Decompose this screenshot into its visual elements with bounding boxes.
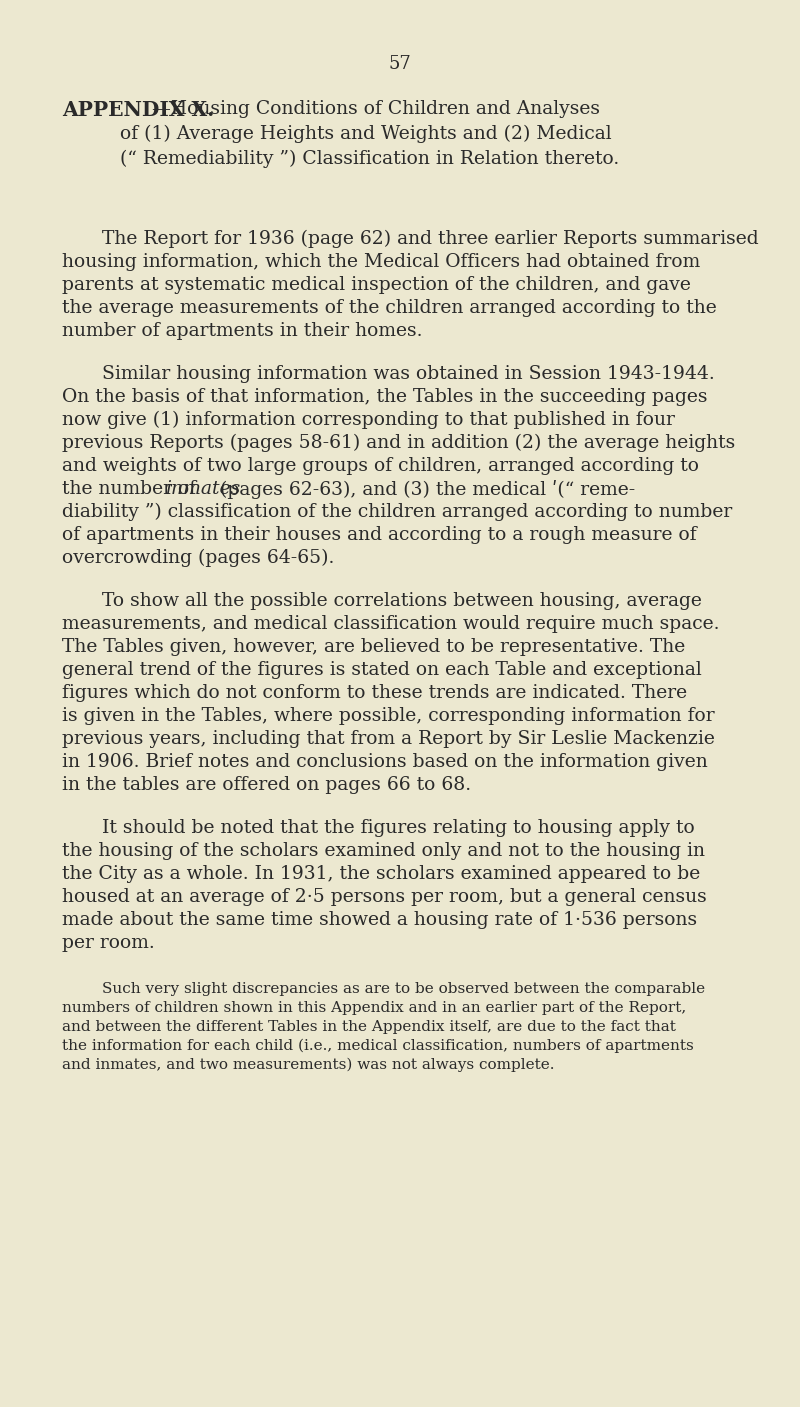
Text: in 1906. Brief notes and conclusions based on the information given: in 1906. Brief notes and conclusions bas… [62, 753, 708, 771]
Text: the number of: the number of [62, 480, 202, 498]
Text: To show all the possible correlations between housing, average: To show all the possible correlations be… [102, 592, 702, 611]
Text: numbers of children shown in this Appendix and in an earlier part of the Report,: numbers of children shown in this Append… [62, 1000, 686, 1014]
Text: general trend of the figures is stated on each Table and exceptional: general trend of the figures is stated o… [62, 661, 702, 680]
Text: number of apartments in their homes.: number of apartments in their homes. [62, 322, 422, 340]
Text: previous years, including that from a Report by Sir Leslie Mackenzie: previous years, including that from a Re… [62, 730, 715, 749]
Text: Similar housing information was obtained in Session 1943-1944.: Similar housing information was obtained… [102, 364, 714, 383]
Text: is given in the Tables, where possible, corresponding information for: is given in the Tables, where possible, … [62, 706, 714, 725]
Text: (pages 62-63), and (3) the medical ʹ(“ reme-: (pages 62-63), and (3) the medical ʹ(“ r… [214, 480, 635, 499]
Text: The Report for 1936 (page 62) and three earlier Reports summarised: The Report for 1936 (page 62) and three … [102, 229, 758, 248]
Text: On the basis of that information, the Tables in the succeeding pages: On the basis of that information, the Ta… [62, 388, 707, 407]
Text: The Tables given, however, are believed to be representative. The: The Tables given, however, are believed … [62, 637, 686, 656]
Text: in the tables are offered on pages 66 to 68.: in the tables are offered on pages 66 to… [62, 777, 471, 794]
Text: —Housing Conditions of Children and Analyses: —Housing Conditions of Children and Anal… [152, 100, 600, 118]
Text: measurements, and medical classification would require much space.: measurements, and medical classification… [62, 615, 719, 633]
Text: inmates: inmates [165, 480, 240, 498]
Text: and between the different Tables in the Appendix itself, are due to the fact tha: and between the different Tables in the … [62, 1020, 676, 1034]
Text: housing information, which the Medical Officers had obtained from: housing information, which the Medical O… [62, 253, 700, 272]
Text: the average measurements of the children arranged according to the: the average measurements of the children… [62, 300, 717, 317]
Text: of (1) Average Heights and Weights and (2) Medical: of (1) Average Heights and Weights and (… [120, 125, 612, 144]
Text: and weights of two large groups of children, arranged according to: and weights of two large groups of child… [62, 457, 699, 476]
Text: Such very slight discrepancies as are to be observed between the comparable: Such very slight discrepancies as are to… [102, 982, 705, 996]
Text: diability ”) classification of the children arranged according to number: diability ”) classification of the child… [62, 502, 732, 521]
Text: figures which do not conform to these trends are indicated. There: figures which do not conform to these tr… [62, 684, 687, 702]
Text: housed at an average of 2·5 persons per room, but a general census: housed at an average of 2·5 persons per … [62, 888, 706, 906]
Text: It should be noted that the figures relating to housing apply to: It should be noted that the figures rela… [102, 819, 694, 837]
Text: the City as a whole. In 1931, the scholars examined appeared to be: the City as a whole. In 1931, the schola… [62, 865, 700, 884]
Text: parents at systematic medical inspection of the children, and gave: parents at systematic medical inspection… [62, 276, 691, 294]
Text: per room.: per room. [62, 934, 154, 953]
Text: previous Reports (pages 58-61) and in addition (2) the average heights: previous Reports (pages 58-61) and in ad… [62, 433, 735, 452]
Text: now give (1) information corresponding to that published in four: now give (1) information corresponding t… [62, 411, 675, 429]
Text: the information for each child (i.e., medical classification, numbers of apartme: the information for each child (i.e., me… [62, 1038, 694, 1054]
Text: (“ Remediability ”) Classification in Relation thereto.: (“ Remediability ”) Classification in Re… [120, 151, 619, 169]
Text: overcrowding (pages 64-65).: overcrowding (pages 64-65). [62, 549, 334, 567]
Text: the housing of the scholars examined only and not to the housing in: the housing of the scholars examined onl… [62, 841, 705, 860]
Text: 57: 57 [389, 55, 411, 73]
Text: made about the same time showed a housing rate of 1·536 persons: made about the same time showed a housin… [62, 910, 697, 929]
Text: of apartments in their houses and according to a rough measure of: of apartments in their houses and accord… [62, 526, 697, 545]
Text: and inmates, and two measurements) was not always complete.: and inmates, and two measurements) was n… [62, 1058, 554, 1072]
Text: APPENDIX X.: APPENDIX X. [62, 100, 214, 120]
